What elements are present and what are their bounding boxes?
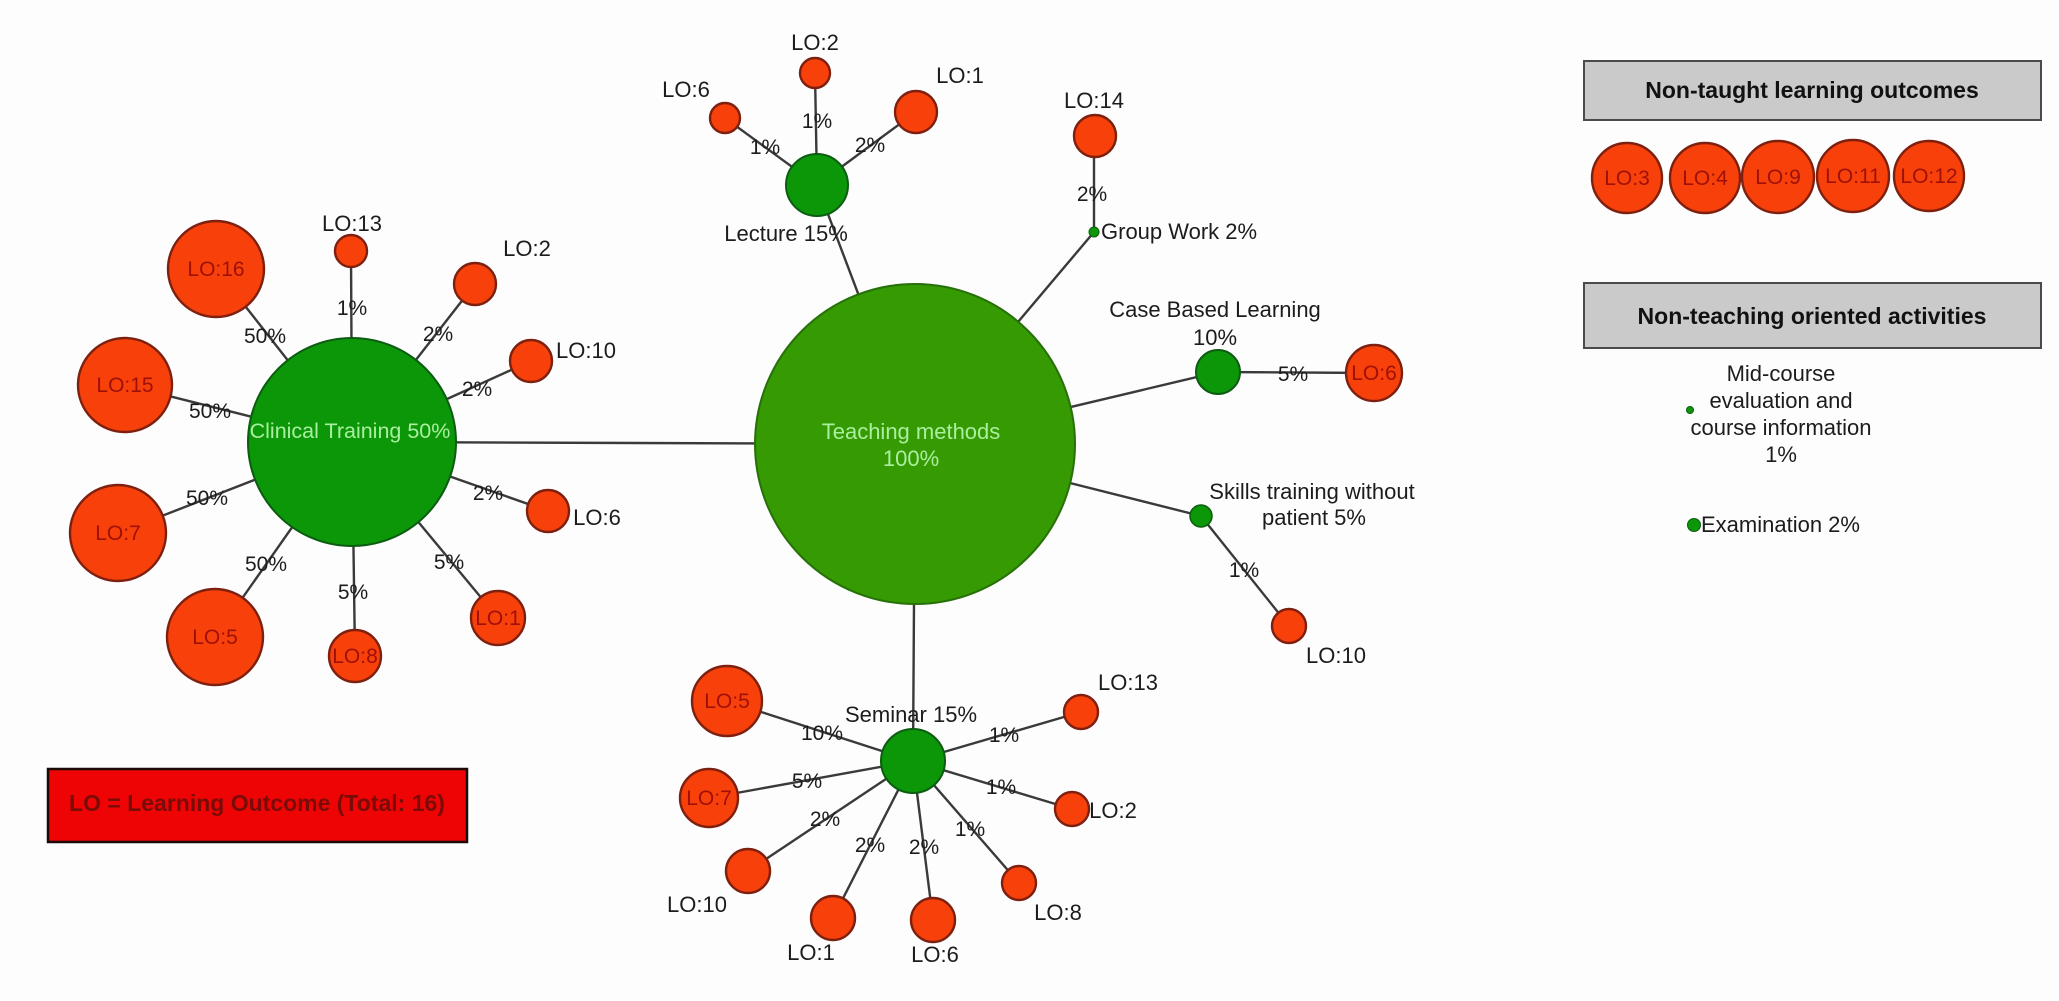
svg-text:LO:6: LO:6: [1351, 362, 1397, 385]
svg-text:Group Work 2%: Group Work 2%: [1101, 219, 1257, 244]
svg-text:1%: 1%: [337, 297, 367, 320]
svg-text:Non-taught learning outcomes: Non-taught learning outcomes: [1645, 77, 1979, 103]
svg-text:Seminar 15%: Seminar 15%: [845, 702, 977, 727]
svg-text:50%: 50%: [189, 400, 231, 423]
svg-text:5%: 5%: [338, 581, 368, 604]
svg-text:course information: course information: [1691, 415, 1872, 440]
svg-text:Lecture 15%: Lecture 15%: [724, 221, 848, 246]
svg-text:LO:2: LO:2: [1089, 798, 1137, 823]
svg-text:50%: 50%: [245, 553, 287, 576]
svg-text:2%: 2%: [810, 808, 840, 831]
svg-text:LO:5: LO:5: [192, 626, 238, 649]
svg-text:2%: 2%: [462, 378, 492, 401]
svg-text:LO:7: LO:7: [686, 787, 732, 810]
svg-text:100%: 100%: [883, 446, 939, 471]
svg-text:LO:6: LO:6: [662, 77, 710, 102]
svg-text:Case Based Learning: Case Based Learning: [1109, 297, 1321, 322]
svg-text:LO:2: LO:2: [791, 30, 839, 55]
svg-text:1%: 1%: [989, 724, 1019, 747]
svg-text:Clinical Training 50%: Clinical Training 50%: [250, 419, 451, 443]
svg-text:Skills training without: Skills training without: [1209, 479, 1414, 504]
svg-text:LO:1: LO:1: [787, 940, 835, 965]
svg-text:LO:1: LO:1: [475, 607, 521, 630]
svg-text:LO:6: LO:6: [573, 505, 621, 530]
svg-text:2%: 2%: [473, 482, 503, 505]
svg-text:LO:8: LO:8: [1034, 900, 1082, 925]
svg-text:LO:10: LO:10: [667, 892, 727, 917]
svg-text:LO:1: LO:1: [936, 63, 984, 88]
svg-text:LO:10: LO:10: [556, 338, 616, 363]
svg-text:2%: 2%: [1077, 183, 1107, 206]
svg-text:2%: 2%: [855, 134, 885, 157]
svg-text:LO:16: LO:16: [187, 258, 244, 281]
svg-text:LO = Learning Outcome (Total:: LO = Learning Outcome (Total: 16): [69, 790, 445, 816]
svg-text:2%: 2%: [855, 834, 885, 857]
svg-text:1%: 1%: [1229, 559, 1259, 582]
svg-text:LO:8: LO:8: [332, 645, 378, 668]
svg-text:LO:13: LO:13: [322, 211, 382, 236]
svg-text:1%: 1%: [986, 776, 1016, 799]
svg-text:Mid-course: Mid-course: [1727, 361, 1836, 386]
svg-text:LO:15: LO:15: [96, 374, 153, 397]
svg-text:1%: 1%: [750, 136, 780, 159]
svg-text:LO:9: LO:9: [1755, 166, 1801, 189]
svg-text:Examination 2%: Examination 2%: [1701, 512, 1860, 537]
svg-text:Non-teaching oriented activiti: Non-teaching oriented activities: [1638, 303, 1987, 329]
svg-text:5%: 5%: [1278, 363, 1308, 386]
svg-text:2%: 2%: [909, 836, 939, 859]
svg-text:LO:12: LO:12: [1900, 165, 1957, 188]
svg-text:10%: 10%: [801, 722, 843, 745]
svg-text:Teaching methods: Teaching methods: [822, 419, 1001, 444]
svg-text:1%: 1%: [802, 110, 832, 133]
svg-text:10%: 10%: [1193, 325, 1237, 350]
svg-text:LO:14: LO:14: [1064, 88, 1124, 113]
svg-text:50%: 50%: [244, 325, 286, 348]
svg-text:5%: 5%: [434, 551, 464, 574]
svg-text:LO:10: LO:10: [1306, 643, 1366, 668]
svg-text:LO:11: LO:11: [1825, 165, 1881, 188]
svg-text:LO:5: LO:5: [704, 690, 750, 713]
svg-text:2%: 2%: [423, 323, 453, 346]
svg-text:evaluation and: evaluation and: [1709, 388, 1852, 413]
svg-text:50%: 50%: [186, 487, 228, 510]
svg-text:LO:13: LO:13: [1098, 670, 1158, 695]
svg-text:LO:6: LO:6: [911, 942, 959, 967]
svg-text:1%: 1%: [1765, 442, 1797, 467]
svg-text:LO:7: LO:7: [95, 522, 141, 545]
svg-text:patient 5%: patient 5%: [1262, 505, 1366, 530]
svg-text:LO:2: LO:2: [503, 236, 551, 261]
svg-text:LO:4: LO:4: [1682, 167, 1728, 190]
svg-text:1%: 1%: [955, 818, 985, 841]
svg-text:LO:3: LO:3: [1604, 167, 1650, 190]
svg-text:5%: 5%: [792, 770, 822, 793]
